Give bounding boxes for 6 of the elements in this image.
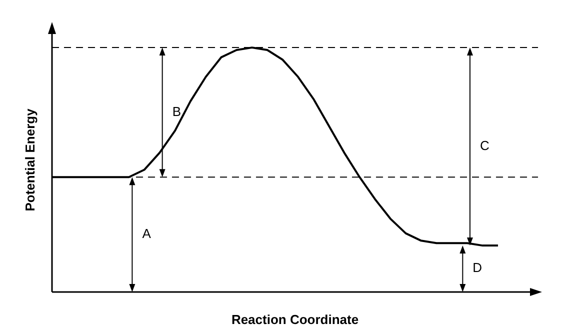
y-axis-title: Potential Energy [22,108,38,212]
annotation: C [480,138,490,153]
annotation: B [172,104,181,119]
annotation: D [472,260,482,276]
annotation: A [142,226,152,241]
x-axis-title: Reaction Coordinate [231,312,359,327]
